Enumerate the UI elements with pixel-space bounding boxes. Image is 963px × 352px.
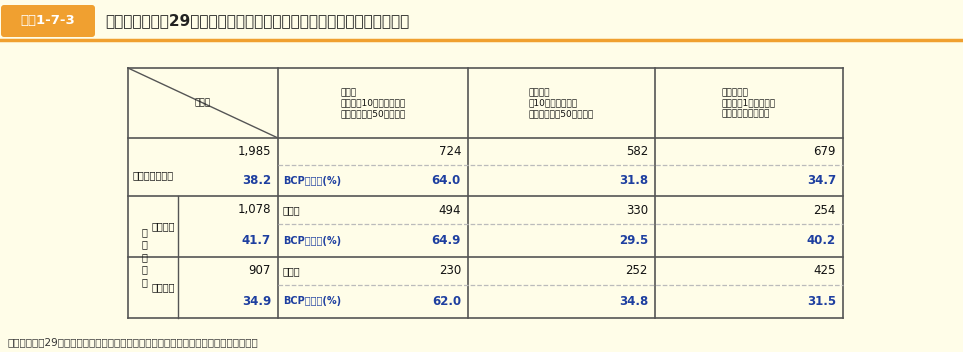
Text: 企業数: 企業数 xyxy=(283,266,300,276)
Text: 31.8: 31.8 xyxy=(619,174,648,187)
Text: 230: 230 xyxy=(439,264,461,277)
Text: BCP策定率(%): BCP策定率(%) xyxy=(283,296,341,307)
Text: 34.9: 34.9 xyxy=(242,295,271,308)
Text: その他企業
（資本金1億円超かつ
大・中堅企業以外）: その他企業 （資本金1億円超かつ 大・中堅企業以外） xyxy=(722,88,776,118)
Text: 合　計: 合 計 xyxy=(195,99,211,107)
Text: 合計（企業数）: 合計（企業数） xyxy=(133,170,174,180)
Text: 724: 724 xyxy=(438,145,461,158)
Text: 494: 494 xyxy=(438,203,461,216)
Text: 252: 252 xyxy=(626,264,648,277)
Text: 被災なし: 被災なし xyxy=(151,283,175,293)
Text: 29.5: 29.5 xyxy=(619,234,648,247)
Text: 31.5: 31.5 xyxy=(807,295,836,308)
Text: BCP策定率(%): BCP策定率(%) xyxy=(283,176,341,186)
Text: 図表1-7-3: 図表1-7-3 xyxy=(20,14,75,27)
Text: 907: 907 xyxy=(248,264,271,277)
Text: 中堅企業
（10億円未満かつ
常用雇用者数50人超等）: 中堅企業 （10億円未満かつ 常用雇用者数50人超等） xyxy=(529,88,594,118)
Text: 425: 425 xyxy=(814,264,836,277)
Text: 被災あり: 被災あり xyxy=(151,221,175,232)
Text: 大企業
（資本金10億円以上かつ
常用雇用者数50人超等）: 大企業 （資本金10億円以上かつ 常用雇用者数50人超等） xyxy=(340,88,405,118)
Text: 40.2: 40.2 xyxy=(807,234,836,247)
Text: BCP策定率(%): BCP策定率(%) xyxy=(283,235,341,245)
Text: 41.7: 41.7 xyxy=(242,234,271,247)
Text: 254: 254 xyxy=(814,203,836,216)
Text: 582: 582 xyxy=(626,145,648,158)
Text: 企業数: 企業数 xyxy=(283,205,300,215)
Text: 38.2: 38.2 xyxy=(242,174,271,187)
Text: 62.0: 62.0 xyxy=(431,295,461,308)
Text: 34.8: 34.8 xyxy=(619,295,648,308)
Text: 企業調査（平成29年度）のアンケートの回収状況（大企業・中堅企業）: 企業調査（平成29年度）のアンケートの回収状況（大企業・中堅企業） xyxy=(105,13,409,29)
Text: 330: 330 xyxy=(626,203,648,216)
Text: 64.9: 64.9 xyxy=(431,234,461,247)
Text: 1,078: 1,078 xyxy=(238,203,271,216)
Text: 被
災
の
有
無: 被 災 の 有 無 xyxy=(141,227,147,287)
Text: 64.0: 64.0 xyxy=(431,174,461,187)
Text: 1,985: 1,985 xyxy=(238,145,271,158)
Text: 出典：「平成29年度企業の事業継続及び防災の取組に関する実態調査」より内閣府作成: 出典：「平成29年度企業の事業継続及び防災の取組に関する実態調査」より内閣府作成 xyxy=(8,337,259,347)
FancyBboxPatch shape xyxy=(1,5,95,37)
Text: 679: 679 xyxy=(814,145,836,158)
Text: 34.7: 34.7 xyxy=(807,174,836,187)
